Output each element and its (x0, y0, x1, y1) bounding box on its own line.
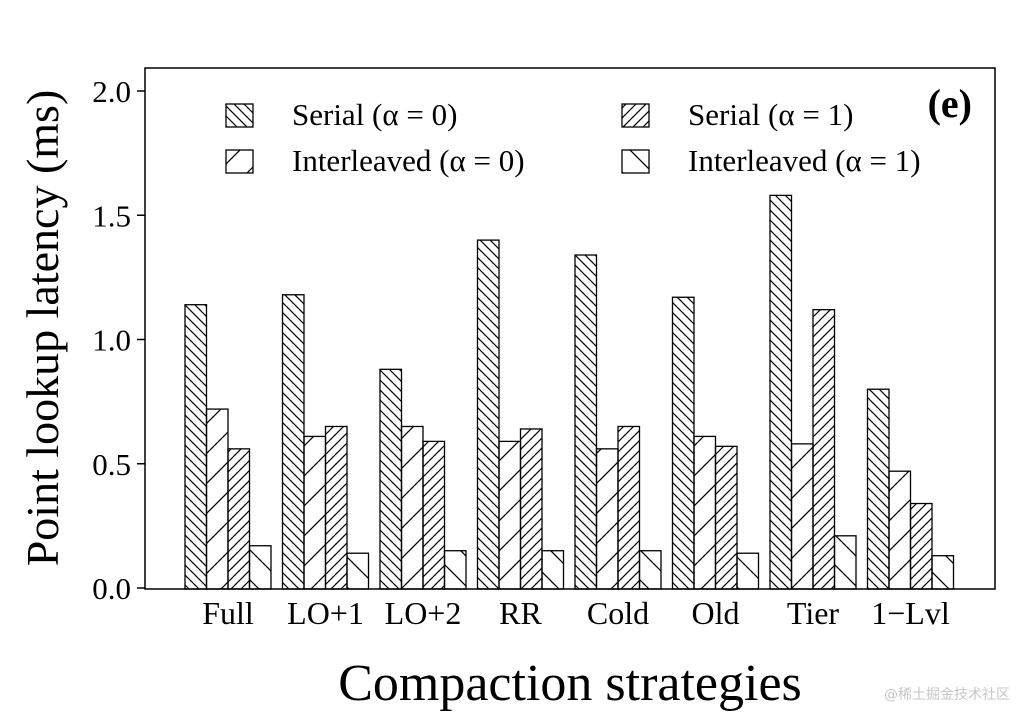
bar (693, 435, 717, 590)
bar (476, 239, 500, 590)
bar (617, 425, 641, 590)
bar (281, 294, 305, 590)
y-tick-label: 0.5 (92, 447, 131, 482)
x-tick-label: Cold (587, 595, 649, 631)
bars (184, 194, 955, 590)
watermark: @稀土掘金技术社区 (884, 687, 1010, 703)
bar (866, 388, 890, 590)
legend: Serial (α = 0) Interleaved (α = 0) Serial … (225, 97, 921, 178)
bar (736, 552, 760, 590)
bar (248, 545, 272, 590)
y-axis: 0.0 0.5 1.0 1.5 2.0 (92, 74, 145, 606)
bar (227, 448, 251, 590)
bar (888, 470, 912, 590)
bar (790, 443, 814, 590)
bar (422, 440, 446, 590)
bar (303, 435, 327, 590)
bar (909, 502, 933, 590)
plot-frame (144, 67, 996, 590)
x-tick-label: Old (692, 595, 740, 631)
legend-swatch (225, 149, 254, 174)
legend-swatch (621, 149, 650, 174)
x-tick-label: LO+2 (385, 595, 462, 631)
panel-label: (e) (928, 81, 972, 126)
legend-label: Serial (α = 0) (292, 97, 457, 132)
bar (443, 550, 467, 590)
bar (574, 254, 598, 590)
y-tick-label: 2.0 (92, 74, 131, 109)
x-tick-label: Full (202, 595, 254, 631)
legend-swatch (225, 103, 254, 128)
bar (541, 550, 565, 590)
y-axis-title: Point lookup latency (ms) (17, 90, 68, 567)
legend-label: Interleaved (α = 1) (688, 143, 921, 178)
bar (184, 304, 208, 590)
bar (595, 448, 619, 590)
bar (400, 425, 424, 590)
y-tick-label: 0.0 (92, 571, 131, 606)
legend-label: Serial (α = 1) (688, 97, 853, 132)
bar (638, 550, 662, 590)
bar (346, 552, 370, 590)
x-tick-label: 1−Lvl (871, 595, 950, 631)
y-tick-label: 1.5 (92, 198, 131, 233)
x-tick-label: LO+1 (287, 595, 364, 631)
legend-label: Interleaved (α = 0) (292, 143, 525, 178)
bar (671, 296, 695, 590)
bar (833, 535, 857, 590)
bar (519, 428, 543, 590)
bar (714, 445, 738, 590)
bar (205, 408, 229, 590)
bar (769, 194, 793, 590)
y-tick-label: 1.0 (92, 323, 131, 358)
bar (812, 309, 836, 590)
x-axis: Full LO+1 LO+2 RR Cold Old Tier 1−Lvl (202, 595, 950, 631)
legend-swatch (621, 103, 650, 128)
bar (498, 440, 522, 590)
x-tick-label: Tier (787, 595, 840, 631)
bar (931, 555, 955, 590)
x-axis-title: Compaction strategies (338, 655, 802, 712)
bar (379, 368, 403, 590)
bar (324, 425, 348, 590)
x-tick-label: RR (499, 595, 542, 631)
